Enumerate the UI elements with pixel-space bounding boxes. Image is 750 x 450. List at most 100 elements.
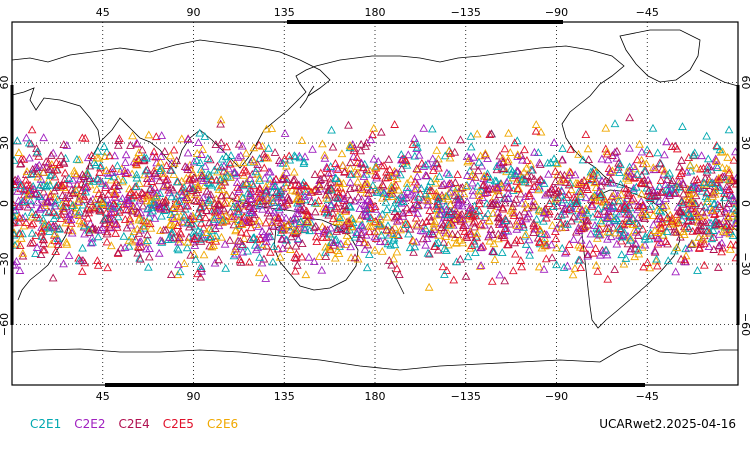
top-longitude-label: 90 bbox=[187, 6, 201, 19]
triangle-icon bbox=[355, 233, 365, 242]
triangle-icon bbox=[512, 224, 522, 233]
triangle-icon bbox=[52, 210, 61, 219]
triangle-icon bbox=[412, 179, 422, 188]
triangle-icon bbox=[656, 176, 666, 185]
triangle-icon bbox=[167, 165, 176, 174]
triangle-icon bbox=[585, 239, 594, 248]
triangle-icon bbox=[195, 204, 205, 213]
coast-antarctica bbox=[12, 343, 738, 371]
triangle-icon bbox=[59, 206, 69, 215]
triangle-icon bbox=[394, 270, 404, 278]
triangle-icon bbox=[97, 178, 107, 187]
triangle-icon bbox=[536, 175, 545, 184]
triangle-icon bbox=[238, 247, 248, 256]
triangle-icon bbox=[143, 230, 152, 239]
triangle-icon bbox=[501, 216, 510, 224]
triangle-icon bbox=[102, 147, 112, 156]
triangle-icon bbox=[354, 237, 364, 246]
triangle-icon bbox=[490, 176, 500, 185]
triangle-icon bbox=[433, 237, 443, 246]
triangle-icon bbox=[295, 202, 305, 211]
triangle-icon bbox=[727, 190, 737, 199]
triangle-icon bbox=[715, 219, 724, 227]
triangle-icon bbox=[439, 225, 449, 234]
triangle-icon bbox=[100, 152, 110, 160]
triangle-icon bbox=[134, 213, 144, 222]
triangle-icon bbox=[633, 230, 643, 239]
triangle-icon bbox=[591, 260, 601, 269]
triangle-icon bbox=[708, 226, 718, 234]
triangle-icon bbox=[646, 201, 656, 210]
triangle-icon bbox=[477, 161, 487, 170]
triangle-icon bbox=[450, 147, 460, 156]
triangle-icon bbox=[247, 194, 257, 203]
triangle-icon bbox=[289, 151, 299, 160]
triangle-icon bbox=[610, 265, 620, 273]
triangle-icon bbox=[94, 189, 104, 197]
triangle-icon bbox=[480, 149, 490, 157]
triangle-icon bbox=[363, 240, 373, 249]
triangle-icon bbox=[203, 154, 213, 162]
triangle-icon bbox=[724, 213, 733, 222]
triangle-icon bbox=[595, 250, 605, 259]
triangle-icon bbox=[342, 231, 352, 239]
triangle-icon bbox=[193, 269, 202, 278]
triangle-icon bbox=[26, 238, 36, 247]
top-longitude-label: 45 bbox=[96, 6, 110, 19]
right-latitude-label: 30 bbox=[739, 136, 750, 150]
triangle-icon bbox=[431, 201, 441, 210]
triangle-icon bbox=[609, 197, 618, 206]
triangle-icon bbox=[398, 208, 408, 217]
triangle-icon bbox=[96, 161, 106, 170]
triangle-icon bbox=[421, 240, 431, 249]
triangle-icon bbox=[225, 235, 235, 244]
triangle-icon bbox=[95, 176, 105, 185]
triangle-icon bbox=[216, 162, 226, 171]
triangle-icon bbox=[346, 242, 356, 251]
triangle-icon bbox=[697, 151, 706, 160]
triangle-icon bbox=[563, 261, 572, 270]
triangle-icon bbox=[182, 192, 192, 201]
triangle-icon bbox=[588, 248, 598, 257]
coast-east-asia bbox=[199, 65, 317, 169]
triangle-icon bbox=[144, 130, 154, 139]
triangle-icon bbox=[204, 195, 214, 204]
triangle-icon bbox=[396, 198, 406, 207]
triangle-icon bbox=[437, 190, 447, 199]
triangle-icon bbox=[692, 174, 702, 183]
triangle-icon bbox=[69, 166, 79, 175]
triangle-icon bbox=[680, 255, 690, 264]
triangle-icon bbox=[428, 229, 437, 238]
triangle-icon bbox=[326, 183, 336, 192]
triangle-icon bbox=[404, 208, 414, 216]
triangle-icon bbox=[132, 170, 141, 179]
triangle-icon bbox=[329, 238, 339, 247]
triangle-icon bbox=[609, 215, 619, 224]
triangle-icon bbox=[445, 153, 455, 162]
triangle-icon bbox=[145, 185, 155, 194]
triangle-icon bbox=[62, 239, 72, 248]
triangle-icon bbox=[39, 187, 48, 196]
triangle-icon bbox=[545, 187, 555, 196]
triangle-icon bbox=[16, 180, 26, 189]
triangle-icon bbox=[217, 191, 226, 200]
triangle-icon bbox=[249, 181, 258, 190]
triangle-icon bbox=[333, 193, 343, 202]
bottom-longitude-label: 90 bbox=[187, 390, 201, 403]
right-latitude-label: −30 bbox=[739, 252, 750, 275]
triangle-icon bbox=[283, 192, 292, 201]
triangle-icon bbox=[491, 184, 501, 193]
triangle-icon bbox=[157, 211, 166, 220]
triangle-icon bbox=[622, 209, 631, 218]
triangle-icon bbox=[14, 148, 24, 156]
triangle-icon bbox=[469, 161, 479, 170]
triangle-icon bbox=[66, 215, 76, 224]
triangle-icon bbox=[368, 130, 377, 139]
triangle-icon bbox=[559, 262, 569, 271]
triangle-icon bbox=[155, 189, 165, 198]
triangle-icon bbox=[338, 188, 348, 197]
triangle-icon bbox=[392, 204, 402, 213]
triangle-icon bbox=[597, 154, 607, 163]
triangle-icon bbox=[96, 194, 106, 203]
triangle-icon bbox=[551, 177, 560, 185]
